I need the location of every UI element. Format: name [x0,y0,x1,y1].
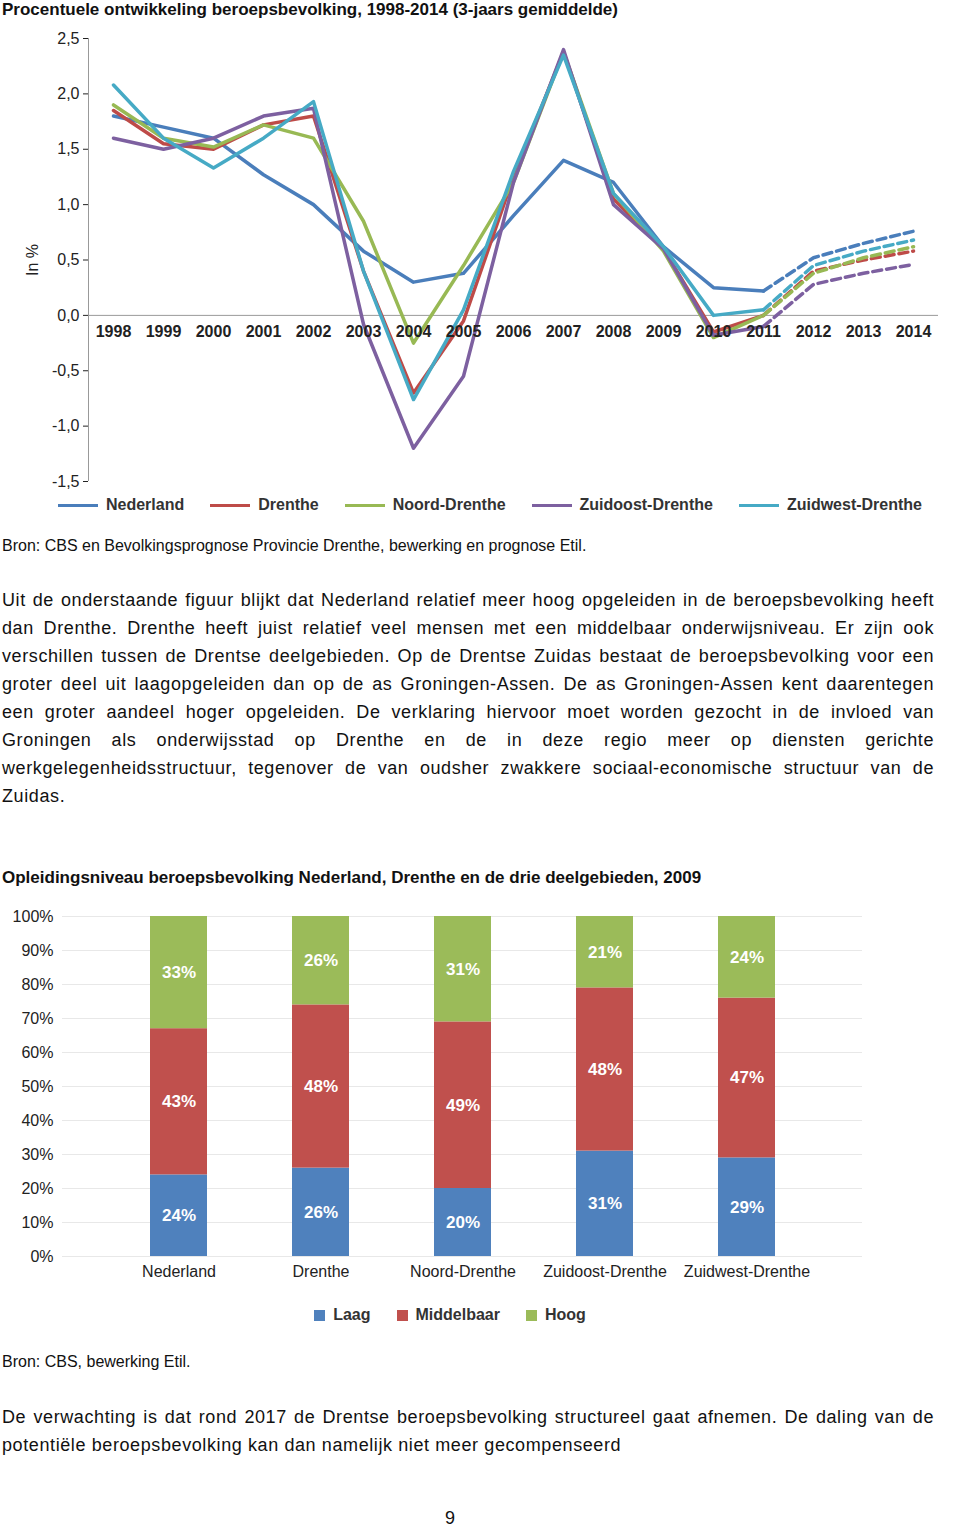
svg-text:26%: 26% [304,951,338,970]
html-text:Hoog: Hoog [545,1306,586,1323]
svg-text:2002: 2002 [296,322,332,339]
html-text:De verwachting is dat rond 201: De verwachting is dat rond 2017 de Drent… [2,1407,934,1455]
svg-text:Noord-Drenthe: Noord-Drenthe [410,1263,516,1280]
svg-text:80%: 80% [21,976,53,993]
svg-text:2003: 2003 [346,322,382,339]
svg-text:20%: 20% [21,1180,53,1197]
svg-text:2005: 2005 [446,322,482,339]
svg-text:47%: 47% [730,1068,764,1087]
html-text:Middelbaar: Middelbaar [415,1306,500,1323]
svg-text:24%: 24% [730,948,764,967]
html-text:Opleidingsniveau beroepsbevolk: Opleidingsniveau beroepsbevolking Nederl… [2,868,702,887]
svg-text:1,0: 1,0 [57,196,79,213]
svg-text:1999: 1999 [146,322,182,339]
html-text:Nederland: Nederland [106,496,185,513]
svg-text:43%: 43% [162,1092,196,1111]
html-text:Zuidwest-Drenthe: Zuidwest-Drenthe [786,496,922,513]
html-text:9: 9 [445,1508,455,1528]
svg-text:40%: 40% [21,1112,53,1129]
svg-text:2001: 2001 [246,322,282,339]
svg-text:2009: 2009 [646,322,682,339]
svg-text:2,5: 2,5 [57,30,79,47]
html-text:Bron: CBS, bewerking Etil.: Bron: CBS, bewerking Etil. [2,1353,191,1370]
svg-text:Zuidwest-Drenthe: Zuidwest-Drenthe [684,1263,810,1280]
svg-text:100%: 100% [13,908,54,925]
svg-text:0,0: 0,0 [57,306,79,323]
svg-text:10%: 10% [21,1214,53,1231]
svg-text:33%: 33% [162,963,196,982]
svg-text:2010: 2010 [696,322,732,339]
svg-text:-0,5: -0,5 [52,362,80,379]
html-text:Laag: Laag [333,1306,371,1323]
svg-text:50%: 50% [21,1078,53,1095]
svg-text:-1,5: -1,5 [52,473,80,489]
svg-text:2011: 2011 [746,322,781,339]
svg-text:90%: 90% [21,942,53,959]
svg-text:2007: 2007 [546,322,582,339]
svg-text:26%: 26% [304,1203,338,1222]
svg-text:-1,0: -1,0 [52,417,80,434]
html-text:Procentuele ontwikkeling beroe: Procentuele ontwikkeling beroepsbevolkin… [2,0,618,19]
svg-text:70%: 70% [21,1010,53,1027]
svg-text:1998: 1998 [96,322,132,339]
svg-text:2012: 2012 [796,322,832,339]
svg-text:2014: 2014 [896,322,932,339]
html-text:Uit de onderstaande figuur bli: Uit de onderstaande figuur blijkt dat Ne… [2,590,934,806]
svg-text:2000: 2000 [196,322,232,339]
svg-text:2008: 2008 [596,322,632,339]
svg-text:1,5: 1,5 [57,140,79,157]
svg-text:Zuidoost-Drenthe: Zuidoost-Drenthe [543,1263,667,1280]
svg-text:31%: 31% [588,1194,622,1213]
html-text:Bron: CBS en Bevolkingsprognos: Bron: CBS en Bevolkingsprognose Provinci… [2,537,587,554]
svg-text:2013: 2013 [846,322,882,339]
html-text:Drenthe: Drenthe [258,496,319,513]
svg-text:0,5: 0,5 [57,251,79,268]
svg-text:30%: 30% [21,1146,53,1163]
svg-text:2,0: 2,0 [57,85,79,102]
html-text:Noord-Drenthe: Noord-Drenthe [392,496,506,513]
svg-text:Drenthe: Drenthe [293,1263,350,1280]
svg-text:2004: 2004 [396,322,432,339]
svg-text:21%: 21% [588,943,622,962]
html-text:Zuidoost-Drenthe: Zuidoost-Drenthe [579,496,713,513]
svg-text:60%: 60% [21,1044,53,1061]
svg-text:29%: 29% [730,1198,764,1217]
svg-text:Nederland: Nederland [142,1263,216,1280]
svg-text:In %: In % [24,244,41,276]
svg-text:24%: 24% [162,1206,196,1225]
svg-text:31%: 31% [446,960,480,979]
svg-text:48%: 48% [588,1060,622,1079]
svg-text:48%: 48% [304,1077,338,1096]
svg-text:20%: 20% [446,1213,480,1232]
svg-text:0%: 0% [30,1248,53,1265]
svg-text:2006: 2006 [496,322,532,339]
svg-text:49%: 49% [446,1096,480,1115]
